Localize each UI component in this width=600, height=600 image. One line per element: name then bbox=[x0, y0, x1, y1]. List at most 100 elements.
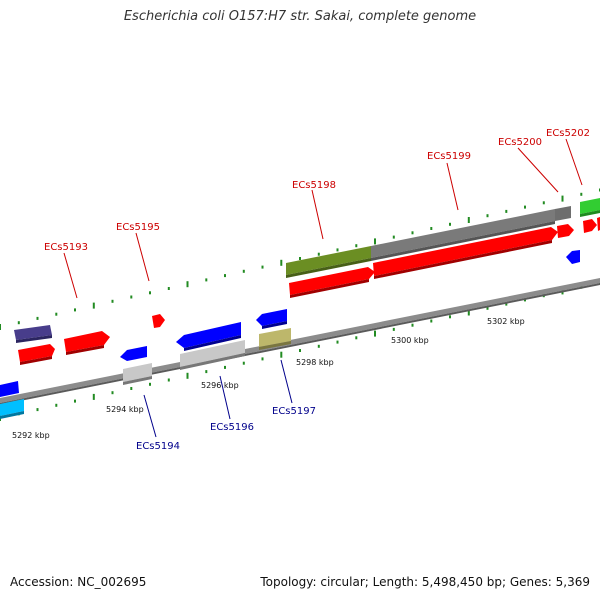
tick-mark bbox=[74, 308, 76, 312]
tick-mark bbox=[299, 257, 301, 260]
tick-mark bbox=[280, 351, 283, 358]
tick-mark bbox=[486, 214, 489, 218]
feature-cyan-left bbox=[0, 399, 24, 419]
gene-ecs5197 bbox=[256, 309, 287, 329]
scale-label-5298: 5298 kbp bbox=[296, 358, 334, 367]
tick-mark bbox=[167, 287, 170, 290]
gene-label-ecs5200: ECs5200 bbox=[498, 137, 542, 148]
tick-mark bbox=[524, 205, 526, 209]
gene-reverse-right bbox=[566, 250, 580, 264]
tick-mark bbox=[205, 370, 208, 374]
genome-summary: Topology: circular; Length: 5,498,450 bp… bbox=[260, 575, 590, 589]
tick-mark bbox=[130, 295, 133, 299]
tick-mark bbox=[392, 327, 395, 331]
tick-mark bbox=[92, 393, 95, 400]
tick-mark bbox=[224, 365, 226, 369]
tick-mark bbox=[336, 340, 339, 344]
tick-row-upper bbox=[0, 188, 600, 330]
gene-ecs5194 bbox=[120, 346, 147, 361]
tick-mark bbox=[486, 306, 489, 310]
gene-label-ecs5194: ECs5194 bbox=[136, 441, 180, 452]
scale-label-5296: 5296 kbp bbox=[201, 381, 239, 390]
tick-mark bbox=[317, 344, 320, 348]
tick-mark bbox=[130, 387, 133, 390]
tick-mark bbox=[467, 217, 470, 223]
feature-green-ecs5202 bbox=[580, 198, 600, 217]
gene-ecs5200-cds bbox=[557, 224, 574, 238]
tick-mark bbox=[430, 227, 433, 230]
tick-mark bbox=[449, 315, 451, 319]
tick-mark bbox=[411, 323, 414, 327]
tick-mark bbox=[186, 281, 189, 288]
accession-label: Accession: NC_002695 bbox=[10, 575, 147, 589]
tick-mark bbox=[205, 278, 208, 282]
gene-forward-1 bbox=[18, 344, 55, 365]
gene-ecs5199-cds bbox=[373, 227, 558, 279]
tick-mark bbox=[74, 399, 76, 403]
tick-mark bbox=[167, 378, 170, 382]
tick-mark bbox=[505, 302, 508, 306]
scale-label-5292: 5292 kbp bbox=[12, 431, 50, 440]
feature-olive-ecs5198 bbox=[286, 246, 371, 278]
tick-mark bbox=[36, 316, 39, 320]
tick-mark bbox=[374, 330, 376, 337]
gene-label-ecs5199: ECs5199 bbox=[427, 151, 471, 162]
tick-mark bbox=[0, 324, 1, 330]
scale-label-5302: 5302 kbp bbox=[487, 317, 525, 326]
gene-label-ecs5193: ECs5193 bbox=[44, 242, 88, 253]
tick-mark bbox=[224, 274, 226, 278]
tick-mark bbox=[542, 201, 545, 205]
feature-purple-1 bbox=[14, 325, 52, 343]
gene-ecs5195 bbox=[152, 314, 165, 328]
tick-mark bbox=[392, 235, 395, 239]
feature-gray-ecs5194 bbox=[123, 363, 152, 385]
tick-mark bbox=[111, 391, 114, 395]
tick-mark bbox=[111, 299, 114, 303]
tick-mark bbox=[355, 336, 358, 340]
tick-mark bbox=[261, 357, 264, 361]
gene-reverse-left bbox=[0, 381, 19, 397]
gene-label-ecs5197: ECs5197 bbox=[272, 406, 316, 417]
tick-mark bbox=[261, 265, 264, 269]
gene-ecs5198-cds bbox=[289, 267, 375, 298]
tick-mark bbox=[149, 382, 151, 386]
tick-mark bbox=[411, 231, 414, 235]
label-leaders bbox=[63, 138, 583, 438]
tick-mark bbox=[355, 244, 358, 248]
gene-ecs5196 bbox=[176, 322, 241, 351]
tick-mark bbox=[317, 252, 320, 256]
feature-gray-ecs5200 bbox=[555, 206, 571, 221]
tick-mark bbox=[17, 321, 20, 325]
gene-label-ecs5198: ECs5198 bbox=[292, 180, 336, 191]
feature-gray-ecs5199 bbox=[371, 209, 555, 261]
tick-mark bbox=[242, 269, 245, 273]
tick-mark bbox=[336, 248, 339, 252]
tick-mark bbox=[505, 209, 508, 213]
tick-mark bbox=[580, 192, 583, 196]
tick-mark bbox=[561, 195, 564, 202]
tick-mark bbox=[374, 238, 376, 245]
tick-mark bbox=[467, 309, 470, 316]
gene-label-ecs5195: ECs5195 bbox=[116, 222, 160, 233]
tick-mark bbox=[280, 259, 283, 266]
tick-mark bbox=[449, 222, 451, 226]
scale-label-5300: 5300 kbp bbox=[391, 336, 429, 345]
scale-label-5294: 5294 kbp bbox=[106, 405, 144, 414]
tick-mark bbox=[430, 319, 433, 323]
tick-mark bbox=[186, 372, 189, 379]
tick-mark bbox=[92, 302, 95, 309]
gene-ecs5193 bbox=[64, 331, 110, 355]
tick-mark bbox=[36, 408, 39, 412]
tick-mark bbox=[55, 403, 58, 407]
tick-mark bbox=[149, 291, 151, 295]
gene-ecs5202-cds bbox=[583, 217, 600, 233]
map-title: Escherichia coli O157:H7 str. Sakai, com… bbox=[123, 9, 477, 24]
feature-khaki-ecs5197 bbox=[259, 328, 291, 350]
tick-mark bbox=[299, 349, 301, 352]
gene-label-ecs5196: ECs5196 bbox=[210, 422, 254, 433]
tick-mark bbox=[242, 361, 245, 365]
gene-label-ecs5202: ECs5202 bbox=[546, 128, 590, 139]
feature-gray-ecs5196 bbox=[180, 340, 245, 370]
tick-mark bbox=[55, 312, 58, 316]
